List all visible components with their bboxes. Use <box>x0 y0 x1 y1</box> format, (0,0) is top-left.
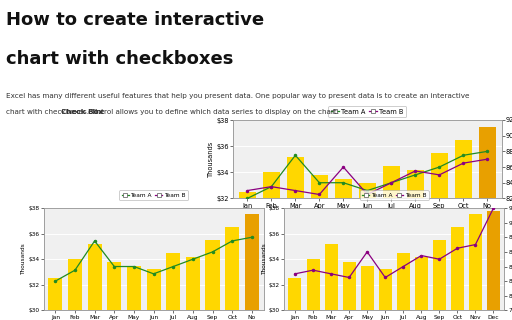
Text: How to create interactive: How to create interactive <box>6 11 264 29</box>
Legend: Team A, Team B: Team A, Team B <box>328 106 407 117</box>
Bar <box>487 211 500 320</box>
Bar <box>307 259 319 320</box>
Bar <box>415 257 428 320</box>
Bar <box>263 172 280 320</box>
Bar <box>325 244 337 320</box>
Bar <box>311 175 328 320</box>
Bar <box>433 240 446 320</box>
Text: chart with checkboxes: chart with checkboxes <box>6 50 233 68</box>
Bar <box>287 156 304 320</box>
Bar <box>107 262 121 320</box>
Bar <box>383 166 400 320</box>
Bar <box>455 140 472 320</box>
Bar <box>288 278 302 320</box>
Bar <box>127 266 141 320</box>
Bar <box>335 179 352 320</box>
Y-axis label: Thousands: Thousands <box>262 243 267 275</box>
Bar <box>379 269 392 320</box>
Bar <box>479 126 496 320</box>
Y-axis label: Thousands: Thousands <box>208 141 214 177</box>
Bar <box>451 227 464 320</box>
Bar <box>186 257 200 320</box>
Legend: Team A, Team B: Team A, Team B <box>119 190 188 200</box>
Text: chart with checkboxes. The: chart with checkboxes. The <box>6 109 107 115</box>
Bar <box>205 240 220 320</box>
Bar <box>407 170 424 320</box>
Text: Excel has many different useful features that help you present data. One popular: Excel has many different useful features… <box>6 93 470 99</box>
Bar <box>431 153 448 320</box>
Bar <box>359 183 376 320</box>
Bar <box>88 244 102 320</box>
Bar <box>146 269 161 320</box>
Bar <box>397 253 410 320</box>
Legend: Team A, Team B: Team A, Team B <box>360 190 429 200</box>
Bar <box>343 262 356 320</box>
Bar <box>225 227 239 320</box>
Bar <box>239 192 256 320</box>
Bar <box>48 278 62 320</box>
Bar <box>68 259 82 320</box>
Bar <box>245 214 259 320</box>
Text: Check Box: Check Box <box>61 109 103 115</box>
Y-axis label: Thousands: Thousands <box>21 243 26 275</box>
Bar <box>166 253 180 320</box>
Text: control allows you to define which data series to display on the chart.: control allows you to define which data … <box>86 109 339 115</box>
Bar <box>360 266 374 320</box>
Bar <box>469 214 482 320</box>
